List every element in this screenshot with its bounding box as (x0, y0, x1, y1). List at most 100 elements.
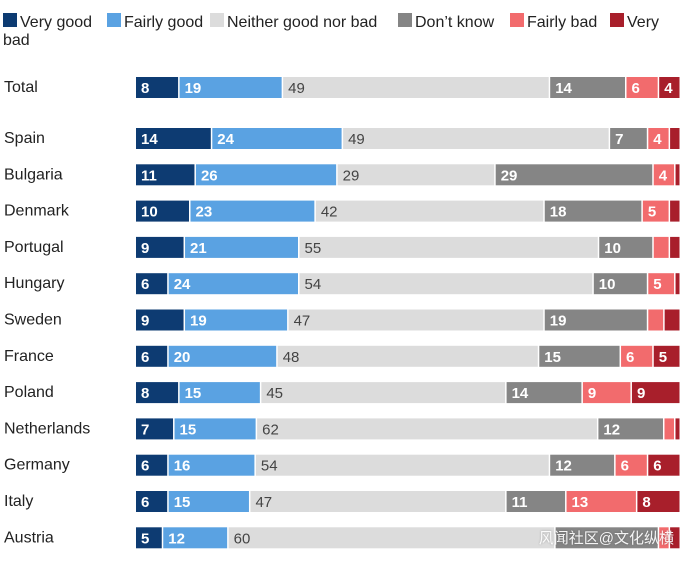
bar-segment (136, 273, 168, 295)
bar-segment (637, 491, 680, 512)
category-label: Austria (4, 529, 54, 546)
data-label: 6 (141, 349, 149, 366)
bar-segment (506, 491, 566, 512)
data-label: 49 (348, 131, 365, 148)
bar-segment (648, 273, 675, 295)
category-label: Poland (4, 384, 54, 401)
bar-segment (631, 382, 680, 404)
bar-segment (653, 345, 680, 367)
data-label: 8 (642, 494, 650, 511)
data-label: 11 (141, 167, 157, 184)
bar-segment (212, 128, 342, 149)
bar-segment (185, 309, 288, 331)
bar-segment (277, 345, 538, 367)
data-label: 10 (604, 240, 621, 257)
data-label: 29 (343, 167, 360, 184)
bar-segment (136, 345, 168, 367)
legend-label-4: Don’t know (415, 14, 495, 31)
category-label: Italy (4, 493, 33, 510)
bar-segment (555, 527, 658, 549)
bar-segment (185, 236, 298, 258)
data-label: 14 (555, 80, 572, 97)
bar-segment (598, 418, 663, 440)
data-label: 20 (174, 349, 191, 366)
data-label: 24 (217, 131, 234, 148)
data-label: 14 (141, 131, 158, 148)
bar-segment (179, 382, 260, 404)
bar-segment (136, 382, 179, 404)
data-label: 42 (321, 204, 338, 221)
bar-segment (670, 236, 680, 258)
data-label: 15 (185, 385, 202, 402)
bar-segment (664, 418, 674, 440)
bar-segment (593, 273, 647, 295)
data-label: 9 (637, 385, 645, 402)
data-label: 12 (168, 530, 185, 547)
bar-segment (283, 77, 549, 98)
data-label: 4 (653, 131, 662, 148)
data-label: 60 (234, 530, 251, 547)
data-label: 29 (501, 167, 518, 184)
bar-segment (299, 273, 593, 295)
data-label: 5 (648, 204, 656, 221)
bar-segment (343, 128, 609, 149)
bar-segment (626, 77, 658, 98)
data-label: 24 (174, 276, 191, 293)
data-label: 19 (185, 80, 202, 97)
data-label: 6 (141, 276, 149, 293)
category-label: Spain (4, 130, 45, 147)
bar-segment (653, 236, 669, 258)
bar-segment (566, 491, 636, 512)
data-label: 62 (262, 421, 279, 438)
category-label: Hungary (4, 275, 64, 292)
bar-segment (136, 200, 189, 222)
data-label: 23 (196, 204, 213, 221)
bar-segment (136, 418, 174, 440)
data-label: 18 (550, 204, 567, 221)
bar-segment (315, 200, 544, 222)
data-label: 15 (174, 494, 191, 511)
bar-segment (670, 128, 680, 149)
bar-segment (550, 77, 625, 98)
data-label: 49 (288, 80, 305, 97)
legend-label-1: Very good (20, 14, 92, 31)
category-label: Germany (4, 457, 70, 474)
bar-segment (136, 236, 184, 258)
bar-segment (506, 382, 582, 404)
data-label: 9 (141, 240, 149, 257)
bar-segment (228, 527, 555, 549)
category-label: Portugal (4, 239, 64, 256)
data-label: 12 (603, 421, 620, 438)
bar-segment (195, 164, 337, 186)
bar-segment (261, 382, 506, 404)
legend-swatch-1 (3, 13, 17, 27)
bar-segment (136, 309, 184, 331)
bar-segment (648, 454, 680, 476)
data-label: 6 (626, 349, 634, 366)
legend-swatch-2 (107, 13, 121, 27)
bar-segment (179, 77, 282, 98)
legend-swatch-4 (398, 13, 412, 27)
data-label: 9 (141, 313, 149, 330)
category-label: Netherlands (4, 420, 90, 437)
bar-segment (136, 128, 211, 149)
data-label: 47 (294, 313, 311, 330)
bar-segment (550, 454, 615, 476)
bar-segment (136, 454, 168, 476)
data-label: 6 (621, 458, 629, 475)
legend-label-2: Fairly good (124, 14, 203, 31)
watermark: 风闻社区@文化纵横 (538, 530, 674, 547)
legend-swatch-6 (610, 13, 624, 27)
bar-segment (675, 164, 680, 186)
bar-segment (136, 527, 162, 549)
legend-label-5: Fairly bad (527, 14, 597, 31)
data-label: 55 (305, 240, 322, 257)
bar-segment (544, 309, 647, 331)
bar-segment (136, 164, 195, 186)
bar-segment (659, 77, 680, 98)
bar-segment (599, 236, 653, 258)
bar-segment (337, 164, 495, 186)
bar-segment (610, 128, 647, 149)
legend-label-6: Very (627, 14, 659, 31)
bar-segment (670, 527, 680, 549)
